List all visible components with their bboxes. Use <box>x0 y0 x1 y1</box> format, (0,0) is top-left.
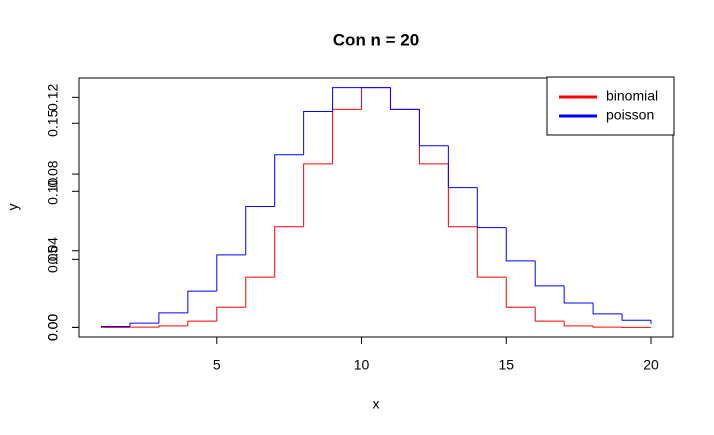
y-axis-label: y <box>5 204 21 211</box>
y-tick-label: 0.05 <box>45 246 61 273</box>
step-segment <box>129 322 159 327</box>
step-segment <box>476 226 507 278</box>
x-tick-label: 5 <box>213 357 221 373</box>
x-tick-label: 10 <box>354 357 370 373</box>
step-segment <box>621 313 651 321</box>
step-segment <box>592 325 623 328</box>
step-segment <box>332 87 362 112</box>
y-tick-label: 0.12 <box>45 84 61 111</box>
step-segment <box>563 321 594 327</box>
y-tick-label: 0.00 <box>45 314 61 341</box>
step-segment <box>418 109 449 147</box>
step-segment <box>245 206 275 255</box>
step-segment <box>216 306 246 322</box>
step-segment <box>447 145 478 189</box>
y-tick-label: 0.08 <box>45 160 61 187</box>
step-segment <box>303 111 333 155</box>
x-tick-label: 20 <box>643 357 659 373</box>
step-segment <box>505 277 536 308</box>
step-segment <box>216 254 246 292</box>
step-segment <box>158 325 188 328</box>
legend-label: poisson <box>606 107 654 123</box>
step-segment <box>245 276 275 308</box>
y-tick-label: 0.00 <box>45 314 61 341</box>
step-segment <box>476 187 507 229</box>
y-tick-label: 0.15 <box>45 109 61 136</box>
step-segment <box>274 154 304 207</box>
y-tick-label: 0.10 <box>45 177 61 204</box>
step-segment <box>187 290 217 313</box>
y-tick-label: 0.04 <box>45 237 61 264</box>
step-segment <box>534 307 565 322</box>
step-segment <box>563 285 594 304</box>
step-segment <box>303 163 333 227</box>
x-axis-label: x <box>373 396 380 412</box>
step-segment <box>505 227 536 262</box>
step-segment <box>187 320 217 326</box>
step-segment <box>158 312 188 324</box>
legend-label: binomial <box>606 88 658 104</box>
step-segment <box>389 87 420 110</box>
step-segment <box>592 302 623 315</box>
chart-title: Con n = 20 <box>333 30 419 49</box>
step-segment <box>274 226 304 278</box>
step-segment <box>534 260 565 287</box>
legend-box <box>546 76 675 136</box>
x-tick-label: 15 <box>498 357 514 373</box>
